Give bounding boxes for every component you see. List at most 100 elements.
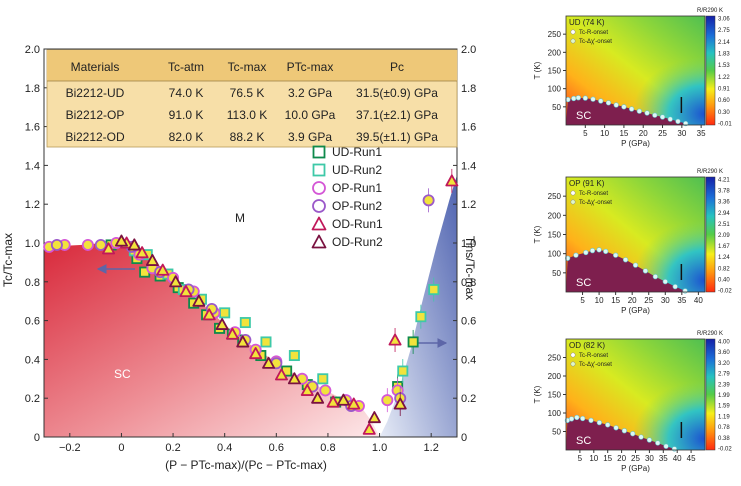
y-tick-label-right: 1.2 xyxy=(461,199,476,211)
heatmap-y-tick-label: 250 xyxy=(548,30,562,39)
legend-label: UD-Run1 xyxy=(332,145,382,159)
y-tick-label-right: 1.0 xyxy=(461,238,476,250)
data-point-ud-run2 xyxy=(219,307,231,319)
colorbar-tick-label: 2.39 xyxy=(718,382,730,388)
table-cell: 74.0 K xyxy=(169,86,204,100)
heatmap-x-tick-label: 30 xyxy=(677,129,686,138)
tc-point xyxy=(596,247,602,253)
tc-point xyxy=(575,95,581,101)
table-header-cell: Pc xyxy=(390,60,404,74)
heatmap-x-tick-label: 5 xyxy=(578,454,583,463)
heatmap-od: SC OD (82 K) Tc-R-onset Tc-Δχ'-onset 5 10 15 20… xyxy=(533,331,732,473)
heatmap-title: OD (82 K) xyxy=(569,341,605,350)
data-point-od-run1 xyxy=(225,327,239,340)
tc-point xyxy=(652,274,658,280)
colorbar-tick-label: 3.20 xyxy=(718,361,730,367)
colorbar-tick-label: 0.40 xyxy=(718,277,730,283)
legend-marker xyxy=(312,199,326,213)
data-point-od-run2 xyxy=(262,356,276,369)
heatmap-x-tick-label: 15 xyxy=(603,454,612,463)
heatmap-legend-marker xyxy=(570,29,576,35)
y-tick-label-left: 1.4 xyxy=(25,160,40,172)
tc-point xyxy=(588,417,594,424)
sc-region-label: SC xyxy=(576,110,591,122)
main-phase-diagram: −0.2 0 0.2 0.4 0.6 0.8 1.0 1.2 0 0 0.2 0.2 0.4 0.4 0.6… xyxy=(1,44,477,472)
heatmap-legend-marker xyxy=(570,38,576,44)
y-tick-label-left: 0.4 xyxy=(25,354,40,366)
colorbar-tick-label: -0.02 xyxy=(718,447,732,453)
sc-dome xyxy=(566,97,690,125)
heatmap-x-tick-label: 35 xyxy=(677,296,686,305)
colorbar-tick-label: -0.02 xyxy=(718,289,732,295)
heatmap-x-tick-label: 45 xyxy=(687,454,696,463)
tc-point xyxy=(672,284,678,290)
heatmap-y-label: T (K) xyxy=(533,225,542,243)
data-point-od-run1 xyxy=(156,263,170,276)
tc-point xyxy=(642,268,649,274)
table-header-band xyxy=(47,50,457,81)
data-point-od-run2 xyxy=(311,391,325,404)
table-cell: Bi2212-OD xyxy=(65,130,125,144)
heatmap-legend-marker xyxy=(570,361,576,367)
heatmap-y-tick-label: 250 xyxy=(548,354,562,363)
tc-point xyxy=(568,416,575,422)
table-cell: 37.1(±2.1) GPa xyxy=(356,108,438,122)
heatmap-x-tick-label: 30 xyxy=(661,296,670,305)
data-point-ud-run2 xyxy=(397,365,409,377)
tc-point xyxy=(675,118,681,124)
heatmap-x-tick-label: 30 xyxy=(645,454,654,463)
x-tick-label: −0.2 xyxy=(59,442,81,454)
colorbar-tick-label: 1.24 xyxy=(718,255,730,261)
y-tick-label-right: 1.8 xyxy=(461,83,476,95)
data-point-op-run1 xyxy=(81,238,94,251)
heatmap-title: UD (74 K) xyxy=(569,18,605,27)
data-point-od-run1 xyxy=(347,397,361,410)
data-point-od-run1 xyxy=(362,422,376,435)
table-cell: 3.2 GPa xyxy=(288,86,332,100)
colorbar-tick-label: 2.79 xyxy=(718,372,730,378)
legend-label: OP-Run1 xyxy=(332,181,382,195)
colorbar-tick-label: 1.67 xyxy=(718,244,730,250)
colorbar-tick-label: 0.82 xyxy=(718,266,730,272)
heatmap-y-tick-label: 100 xyxy=(548,85,562,94)
sc-region xyxy=(44,241,380,437)
tc-point xyxy=(646,437,653,443)
x-tick-label: 0.4 xyxy=(217,442,232,454)
tc-point xyxy=(682,288,688,294)
tc-point xyxy=(583,249,589,256)
data-point-od-run1 xyxy=(445,174,459,187)
heatmap-x-tick-label: 10 xyxy=(595,296,604,305)
insulator-region xyxy=(379,175,457,437)
table-cell: 88.2 K xyxy=(230,130,265,144)
tc-point xyxy=(663,443,669,449)
y-tick-label-right: 0.4 xyxy=(461,354,476,366)
table-header-cell: Tc-atm xyxy=(168,60,204,74)
heatmap-x-tick-label: 5 xyxy=(583,129,588,138)
sc-label: SC xyxy=(114,367,131,381)
sc-region-label: SC xyxy=(576,277,591,289)
legend-marker xyxy=(312,145,326,159)
data-point-od-run2 xyxy=(192,294,206,307)
table-cell: 91.0 K xyxy=(169,108,204,122)
y-tick-label-right: 0.6 xyxy=(461,316,476,328)
sc-dome xyxy=(566,249,689,292)
heatmap-x-tick-label: 35 xyxy=(697,129,706,138)
y-tick-label-right: 0.2 xyxy=(461,393,476,405)
heatmap-ud: SC UD (74 K) Tc-R-onset Tc-Δχ'-onset 5 10 15 20… xyxy=(533,8,732,148)
heatmap-y-tick-label: 150 xyxy=(548,231,562,240)
heatmap-x-tick-label: 20 xyxy=(617,454,626,463)
data-point-ud-run1 xyxy=(407,336,419,348)
data-point-od-run1 xyxy=(326,395,340,408)
table-cell: 76.5 K xyxy=(230,86,265,100)
y-tick-label-right: 0.8 xyxy=(461,277,476,289)
y-tick-label-right: 0 xyxy=(461,432,467,444)
heatmap-y-tick-label: 200 xyxy=(548,372,562,381)
data-point-ud-run2 xyxy=(239,317,251,329)
table-cell: 39.5(±1.1) GPa xyxy=(356,130,438,144)
table-header-cell: Tc-max xyxy=(228,60,267,74)
heatmap-y-tick-label: 50 xyxy=(552,428,561,437)
y-tick-label-right: 2.0 xyxy=(461,44,476,56)
data-point-od-run2 xyxy=(169,275,183,288)
data-point-od-run2 xyxy=(215,317,229,330)
